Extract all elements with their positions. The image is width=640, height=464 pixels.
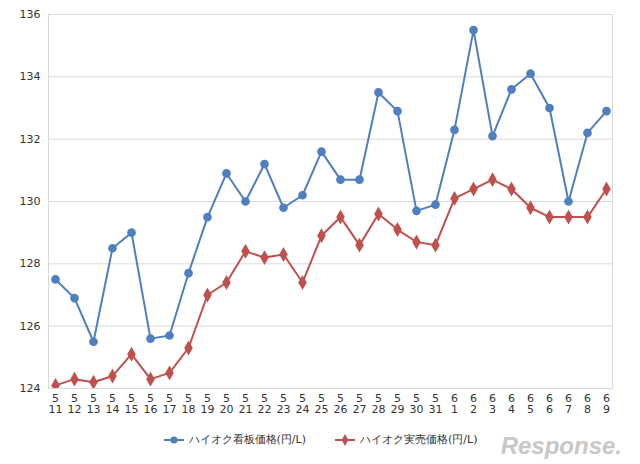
- svg-text:61: 61: [451, 392, 458, 416]
- html-text:ハイオク実売価格(円/L): ハイオク実売価格(円/L): [360, 433, 478, 446]
- svg-text:528: 528: [372, 392, 386, 416]
- svg-text:517: 517: [163, 392, 177, 416]
- svg-text:524: 524: [296, 392, 310, 416]
- svg-text:66: 66: [546, 392, 553, 416]
- svg-text:64: 64: [508, 392, 515, 416]
- svg-text:68: 68: [584, 392, 591, 416]
- svg-text:136: 136: [20, 8, 41, 21]
- svg-text:515: 515: [125, 392, 139, 416]
- svg-text:526: 526: [334, 392, 348, 416]
- svg-text:130: 130: [20, 195, 41, 208]
- svg-text:519: 519: [201, 392, 215, 416]
- svg-text:521: 521: [239, 392, 253, 416]
- svg-text:512: 512: [68, 392, 82, 416]
- svg-text:516: 516: [144, 392, 158, 416]
- svg-text:124: 124: [20, 382, 41, 395]
- svg-text:62: 62: [470, 392, 477, 416]
- svg-text:132: 132: [20, 133, 41, 146]
- svg-text:520: 520: [220, 392, 234, 416]
- svg-text:527: 527: [353, 392, 367, 416]
- svg-text:530: 530: [410, 392, 424, 416]
- svg-text:67: 67: [565, 392, 572, 416]
- svg-text:522: 522: [258, 392, 272, 416]
- svg-text:525: 525: [315, 392, 329, 416]
- svg-text:69: 69: [603, 392, 610, 416]
- svg-text:523: 523: [277, 392, 291, 416]
- svg-text:65: 65: [527, 392, 534, 416]
- svg-text:128: 128: [20, 257, 41, 270]
- svg-text:126: 126: [20, 320, 41, 333]
- svg-text:518: 518: [182, 392, 196, 416]
- svg-text:531: 531: [429, 392, 443, 416]
- svg-text:513: 513: [87, 392, 101, 416]
- html-text:Response.: Response.: [500, 432, 622, 459]
- svg-text:514: 514: [106, 392, 120, 416]
- html-text:ハイオク看板価格(円/L): ハイオク看板価格(円/L): [188, 433, 306, 446]
- svg-text:511: 511: [49, 392, 63, 416]
- svg-text:529: 529: [391, 392, 405, 416]
- svg-text:63: 63: [489, 392, 496, 416]
- svg-text:134: 134: [20, 70, 41, 83]
